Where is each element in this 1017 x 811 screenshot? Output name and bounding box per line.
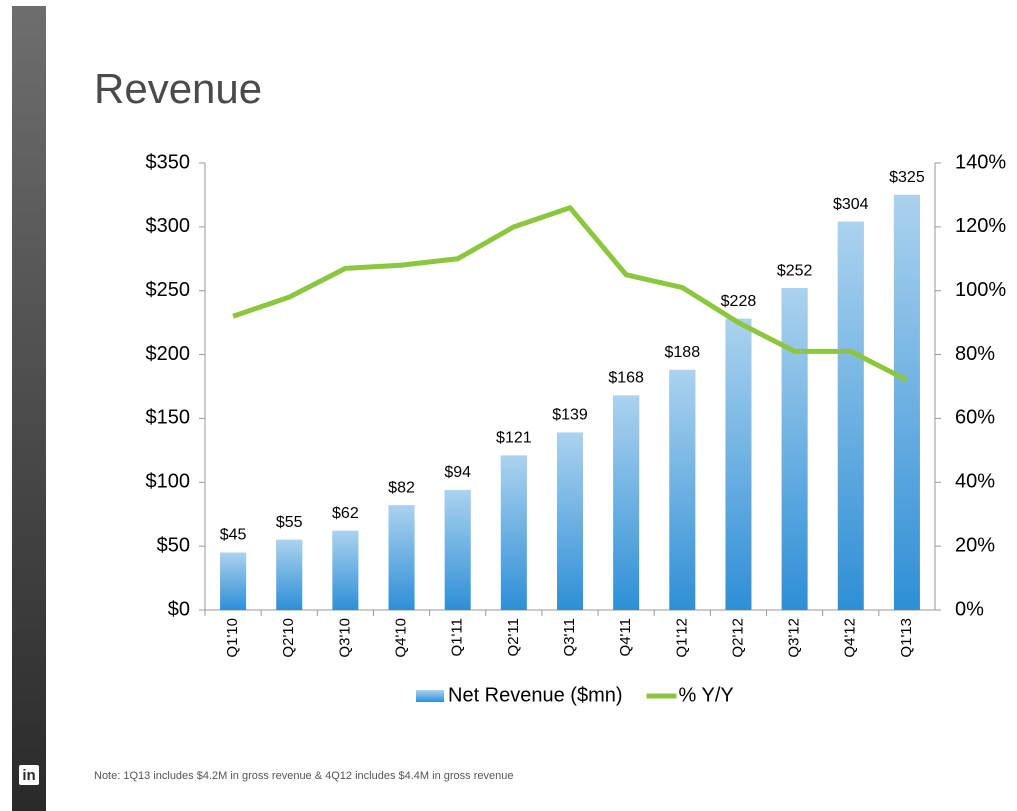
data-label: $168 <box>608 370 644 387</box>
side-bar <box>12 6 46 811</box>
x-tick-label: Q2'12 <box>729 618 746 658</box>
x-tick-label: Q1'10 <box>224 618 241 658</box>
data-label: $94 <box>444 464 471 481</box>
y-tick-label: $0 <box>168 598 190 620</box>
y-tick-label: $350 <box>146 151 191 173</box>
y-tick-label: $200 <box>146 343 191 365</box>
legend-label: Net Revenue ($mn) <box>448 684 623 706</box>
bar-shine <box>669 369 696 610</box>
logo: in <box>22 767 35 784</box>
x-tick-label: Q1'12 <box>673 618 690 658</box>
note: Note: 1Q13 includes $4.2M in gross reven… <box>94 770 513 782</box>
x-tick-label: Q1'13 <box>898 618 915 658</box>
legend-label: % Y/Y <box>679 684 734 706</box>
x-tick-label: Q3'11 <box>561 618 578 656</box>
data-label: $139 <box>552 407 588 424</box>
x-tick-label: Q3'10 <box>336 618 353 658</box>
data-label: $325 <box>889 169 925 186</box>
y-tick-label: $250 <box>146 279 191 301</box>
data-label: $252 <box>777 262 813 279</box>
y2-tick-label: 100% <box>955 279 1006 301</box>
y-tick-label: $150 <box>146 407 191 429</box>
bar-shine <box>220 552 247 610</box>
x-tick-label: Q4'11 <box>617 618 634 656</box>
data-label: $62 <box>332 505 359 522</box>
x-tick-label: Q2'11 <box>505 618 522 656</box>
y-tick-label: $300 <box>146 215 191 237</box>
bar-shine <box>725 318 752 610</box>
data-label: $55 <box>276 514 303 531</box>
legend-swatch-shine <box>416 690 444 702</box>
bar-shine <box>276 539 303 610</box>
bar-shine <box>613 395 640 610</box>
bar-shine <box>557 432 583 610</box>
y2-tick-label: 120% <box>955 215 1006 237</box>
y2-tick-label: 0% <box>955 598 984 620</box>
bar-shine <box>893 194 920 610</box>
data-label: $82 <box>388 479 415 496</box>
data-label: $228 <box>721 293 757 310</box>
line <box>232 205 909 383</box>
data-label: $304 <box>833 196 869 213</box>
bar-shine <box>444 489 471 610</box>
y2-tick-label: 140% <box>955 151 1006 173</box>
x-tick-label: Q1'11 <box>449 618 466 656</box>
y2-tick-label: 20% <box>955 534 995 556</box>
y2-tick-label: 40% <box>955 471 995 493</box>
bar-shine <box>500 455 527 610</box>
y2-tick-label: 80% <box>955 343 995 365</box>
bar-shine <box>781 288 808 610</box>
data-label: $45 <box>220 527 247 544</box>
bar-shine <box>837 221 864 610</box>
x-tick-label: Q2'10 <box>280 618 297 658</box>
y2-tick-label: 60% <box>955 407 995 429</box>
y-tick-label: $100 <box>146 471 191 493</box>
data-label: $188 <box>665 344 701 361</box>
x-tick-label: Q4'12 <box>842 618 859 658</box>
bar-shine <box>388 505 415 610</box>
x-tick-label: Q4'10 <box>393 618 410 658</box>
y-tick-label: $50 <box>157 534 190 556</box>
data-label: $121 <box>496 430 532 447</box>
x-tick-label: Q3'12 <box>786 618 803 658</box>
logo-box <box>19 765 39 785</box>
chart-title: Revenue <box>94 65 262 112</box>
bar-shine <box>332 530 359 610</box>
